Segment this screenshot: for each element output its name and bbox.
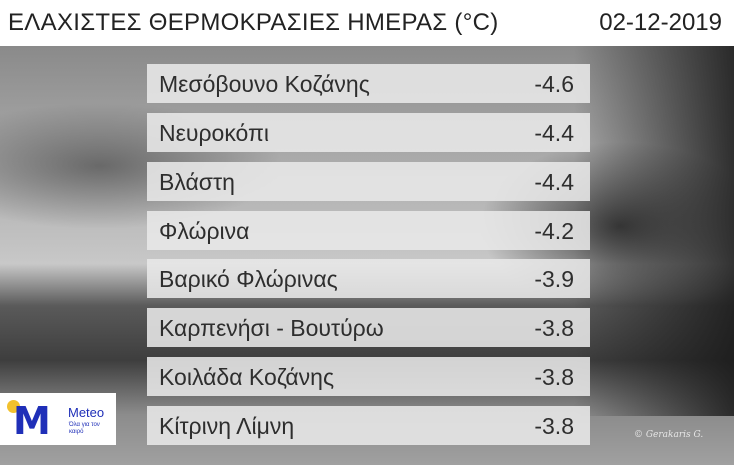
station-name: Κίτρινη Λίμνη — [159, 413, 295, 439]
logo-slogan: Όλα για τον καιρό — [69, 422, 100, 435]
temperature-value: -4.2 — [534, 218, 574, 244]
temperature-value: -3.9 — [534, 266, 574, 292]
list-item: Καρπενήσι - Βουτύρω -3.8 — [147, 308, 590, 347]
station-name: Κοιλάδα Κοζάνης — [159, 364, 335, 390]
temperature-value: -4.4 — [534, 120, 574, 146]
station-name: Βλάστη — [159, 169, 235, 195]
logo-mark: M — [13, 399, 51, 443]
list-item: Βαρικό Φλώρινας -3.9 — [147, 259, 590, 298]
list-item: Βλάστη -4.4 — [147, 162, 590, 201]
list-item: Μεσόβουνο Κοζάνης -4.6 — [147, 64, 590, 103]
station-name: Φλώρινα — [159, 218, 250, 244]
temperature-value: -4.4 — [534, 169, 574, 195]
temperature-value: -3.8 — [534, 413, 574, 439]
temperature-value: -3.8 — [534, 315, 574, 341]
date-label: 02-12-2019 — [599, 9, 722, 36]
temperature-value: -3.8 — [534, 364, 574, 390]
station-name: Βαρικό Φλώρινας — [159, 266, 338, 292]
station-name: Καρπενήσι - Βουτύρω — [159, 315, 384, 341]
list-item: Φλώρινα -4.2 — [147, 211, 590, 250]
list-item: Νευροκόπι -4.4 — [147, 113, 590, 152]
background-trees — [574, 46, 734, 416]
logo-brand: Meteo — [68, 405, 105, 420]
list-item: Κίτρινη Λίμνη -3.8 — [147, 406, 590, 445]
temperature-value: -4.6 — [534, 71, 574, 97]
meteo-logo: M Meteo Όλα για τον καιρό — [0, 393, 116, 445]
sun-icon — [7, 400, 20, 413]
photo-credit: © Gerakaris G. — [634, 430, 704, 440]
page-title: ΕΛΑΧΙΣΤΕΣ ΘΕΡΜΟΚΡΑΣΙΕΣ ΗΜΕΡΑΣ (°C) — [8, 9, 499, 36]
list-item: Κοιλάδα Κοζάνης -3.8 — [147, 357, 590, 396]
station-name: Νευροκόπι — [159, 120, 269, 146]
station-name: Μεσόβουνο Κοζάνης — [159, 71, 370, 97]
header-bar: ΕΛΑΧΙΣΤΕΣ ΘΕΡΜΟΚΡΑΣΙΕΣ ΗΜΕΡΑΣ (°C) 02-12… — [0, 0, 734, 46]
